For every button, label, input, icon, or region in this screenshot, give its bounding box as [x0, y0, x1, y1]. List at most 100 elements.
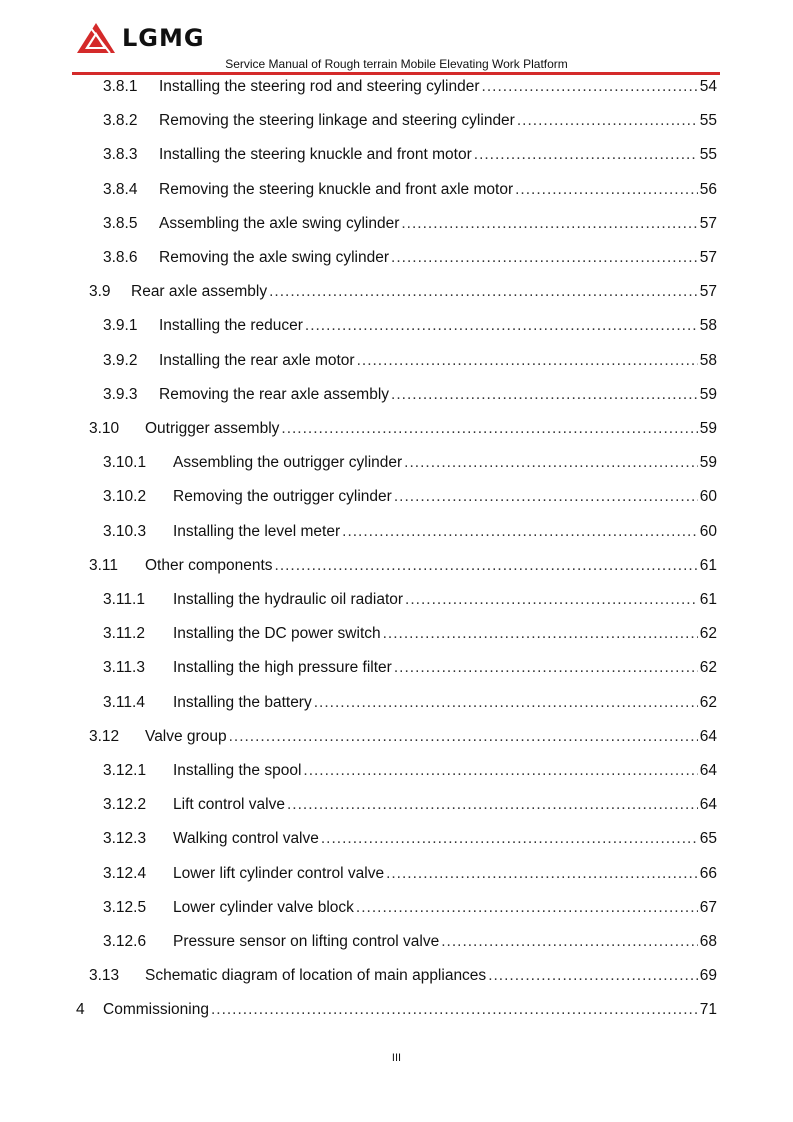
- toc-entry[interactable]: 3.12.5 Lower cylinder valve block 67: [103, 899, 717, 921]
- toc-page-number: 55: [699, 112, 717, 130]
- toc-title: Installing the DC power switch: [173, 625, 381, 643]
- toc-page-number: 68: [699, 933, 717, 950]
- toc-title: Commissioning: [103, 1001, 209, 1019]
- toc-entry[interactable]: 3.10 Outrigger assembly 59: [89, 420, 717, 442]
- toc-title: Walking control valve: [173, 830, 319, 848]
- toc-number: 3.11.2: [103, 625, 145, 643]
- toc-title: Lift control valve: [173, 796, 285, 814]
- toc-title: Installing the hydraulic oil radiator: [173, 591, 404, 608]
- toc-entry[interactable]: 3.8.5 Assembling the axle swing cylinder 5…: [103, 215, 717, 237]
- toc-page-number: 58: [699, 351, 717, 369]
- toc-number: 3.12.1: [103, 762, 147, 779]
- toc-entry[interactable]: 3.8.3 Installing the steering knuckle and…: [103, 146, 717, 168]
- toc-entry[interactable]: 3.11 Other components 61: [89, 557, 717, 579]
- toc-entry[interactable]: 3.11.2 Installing the DC power switch 62: [103, 625, 717, 647]
- toc-entry[interactable]: 3.9.3 Removing the rear axle assembly 59: [103, 386, 717, 408]
- toc-title: Lower cylinder valve block: [173, 898, 354, 916]
- toc-entry[interactable]: 3.11.1 Installing the hydraulic oil radia…: [103, 591, 717, 613]
- toc-title: Removing the steering linkage and steeri…: [159, 112, 515, 130]
- toc-leader-dots: [441, 933, 698, 951]
- toc-page-number: 58: [699, 317, 717, 335]
- toc-page-number: 56: [699, 180, 717, 198]
- toc-leader-dots: [229, 728, 698, 746]
- toc-title: Removing the axle swing cylinder: [159, 249, 390, 266]
- toc-number: 3.10.3: [103, 522, 147, 540]
- toc-entry[interactable]: 3.12.2 Lift control valve 64: [103, 796, 717, 818]
- toc-entry[interactable]: 3.11.3 Installing the high pressure filte…: [103, 659, 717, 681]
- toc-entry[interactable]: 3.11.4 Installing the battery 62: [103, 694, 717, 716]
- toc-number: 3.11.1: [103, 591, 145, 608]
- toc-entry[interactable]: 4 Commissioning 71: [76, 1001, 717, 1023]
- toc-entry[interactable]: 3.12.3 Walking control valve 65: [103, 830, 717, 852]
- toc-page-number: 65: [699, 830, 717, 848]
- toc-leader-dots: [401, 215, 697, 233]
- toc-title: Valve group: [145, 727, 227, 745]
- toc-entry[interactable]: 3.10.2 Removing the outrigger cylinder 60: [103, 488, 717, 510]
- toc-leader-dots: [305, 317, 698, 335]
- toc-leader-dots: [482, 78, 698, 96]
- toc-number: 3.12.5: [103, 898, 147, 916]
- toc-page-number: 55: [699, 146, 717, 164]
- header-divider: [72, 72, 720, 75]
- logo-text: LGMG: [122, 24, 205, 52]
- toc-page-number: 61: [699, 591, 717, 608]
- toc-page-number: 57: [699, 283, 717, 301]
- toc-entry[interactable]: 3.12 Valve group 64: [89, 728, 717, 750]
- logo: LGMG: [76, 22, 205, 54]
- toc-number: 3.10: [89, 420, 120, 437]
- toc-page-number: 66: [699, 864, 717, 882]
- toc-entry[interactable]: 3.9.2 Installing the rear axle motor 58: [103, 352, 717, 374]
- toc-title: Removing the outrigger cylinder: [173, 488, 392, 506]
- toc-number: 3.11.4: [103, 693, 145, 711]
- toc-entry[interactable]: 3.12.4 Lower lift cylinder control valve 6…: [103, 865, 717, 887]
- toc-entry[interactable]: 3.9 Rear axle assembly 57: [89, 283, 717, 305]
- toc-number: 3.8.3: [103, 146, 138, 164]
- toc-number: 3.12.4: [103, 864, 147, 882]
- toc-title: Schematic diagram of location of main ap…: [145, 967, 487, 985]
- toc-leader-dots: [474, 146, 698, 164]
- toc-leader-dots: [303, 762, 697, 780]
- toc-page-number: 61: [699, 556, 717, 574]
- toc-page-number: 64: [699, 762, 717, 779]
- toc-title: Installing the spool: [173, 762, 302, 779]
- toc-number: 3.11.3: [103, 659, 145, 677]
- toc-entry[interactable]: 3.9.1 Installing the reducer 58: [103, 317, 717, 339]
- toc-leader-dots: [314, 694, 698, 712]
- toc-page-number: 57: [699, 249, 717, 266]
- toc-entry[interactable]: 3.8.4 Removing the steering knuckle and f…: [103, 181, 717, 203]
- toc-number: 3.12.6: [103, 933, 147, 950]
- toc-leader-dots: [275, 557, 698, 575]
- toc-entry[interactable]: 3.13 Schematic diagram of location of mai…: [89, 967, 717, 989]
- toc-number: 3.9.3: [103, 385, 138, 403]
- toc-number: 3.12: [89, 727, 120, 745]
- toc-page-number: 60: [699, 488, 717, 506]
- toc-entry[interactable]: 3.8.2 Removing the steering linkage and s…: [103, 112, 717, 134]
- toc-page-number: 71: [699, 1001, 717, 1019]
- toc-title: Installing the battery: [173, 693, 312, 711]
- toc-page-number: 69: [699, 967, 717, 985]
- toc-leader-dots: [321, 830, 698, 848]
- toc-number: 4: [76, 1001, 85, 1019]
- toc-title: Installing the rear axle motor: [159, 351, 355, 369]
- toc-leader-dots: [342, 523, 698, 541]
- toc-leader-dots: [391, 249, 698, 267]
- toc-leader-dots: [281, 420, 697, 438]
- toc-leader-dots: [356, 899, 698, 917]
- toc-page-number: 60: [699, 522, 717, 540]
- toc-entry[interactable]: 3.10.3 Installing the level meter 60: [103, 523, 717, 545]
- toc-page-number: 57: [699, 214, 717, 232]
- toc-leader-dots: [383, 625, 698, 643]
- lgmg-logo-icon: [77, 23, 115, 54]
- toc-entry[interactable]: 3.12.1 Installing the spool 64: [103, 762, 717, 784]
- toc-leader-dots: [391, 386, 698, 404]
- toc-entry[interactable]: 3.8.1 Installing the steering rod and ste…: [103, 78, 717, 100]
- toc-entry[interactable]: 3.10.1 Assembling the outrigger cylinder 5…: [103, 454, 717, 476]
- toc-entry[interactable]: 3.12.6 Pressure sensor on lifting control…: [103, 933, 717, 955]
- toc-leader-dots: [488, 967, 698, 985]
- toc-title: Installing the steering rod and steering…: [159, 78, 480, 95]
- toc-leader-dots: [386, 865, 698, 883]
- toc-title: Installing the steering knuckle and fron…: [159, 146, 472, 164]
- toc-number: 3.10.1: [103, 454, 147, 472]
- toc-entry[interactable]: 3.8.6 Removing the axle swing cylinder 57: [103, 249, 717, 271]
- toc-number: 3.9.1: [103, 317, 138, 335]
